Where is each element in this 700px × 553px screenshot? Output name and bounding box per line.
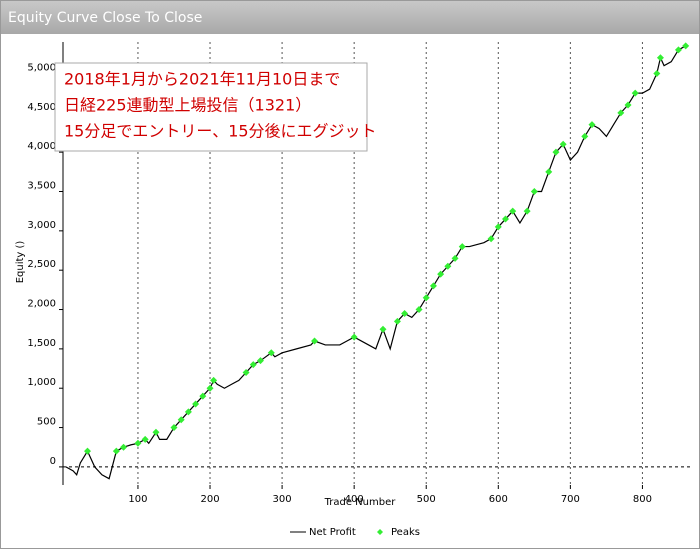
peak-marker xyxy=(242,368,250,376)
peak-marker xyxy=(451,254,459,262)
x-tick-label: 100 xyxy=(128,494,147,505)
peak-marker xyxy=(112,447,120,455)
peak-marker xyxy=(523,207,531,215)
legend-label: Net Profit xyxy=(309,527,356,538)
legend-label: Peaks xyxy=(391,527,420,538)
peak-marker xyxy=(350,333,358,341)
y-tick-label: 3,500 xyxy=(27,181,56,192)
peak-marker xyxy=(674,46,682,54)
peak-marker xyxy=(210,376,218,384)
peak-marker xyxy=(530,188,538,196)
peak-marker xyxy=(458,243,466,251)
x-axis-label: Trade Number xyxy=(324,497,397,508)
y-tick-label: 1,500 xyxy=(27,338,56,349)
peak-marker xyxy=(249,361,257,369)
peak-marker xyxy=(631,89,639,97)
peak-marker xyxy=(588,121,596,129)
window-title: Equity Curve Close To Close xyxy=(8,10,202,26)
y-tick-label: 1,000 xyxy=(27,377,56,388)
x-tick-label: 500 xyxy=(417,494,436,505)
peak-marker xyxy=(256,357,264,365)
x-tick-label: 700 xyxy=(561,494,580,505)
peak-marker xyxy=(192,400,200,408)
y-tick-label: 2,500 xyxy=(27,259,56,270)
x-tick-label: 400 xyxy=(345,494,364,505)
peak-marker xyxy=(581,132,589,140)
peak-marker xyxy=(311,337,319,345)
title-bar xyxy=(1,1,699,34)
peak-marker xyxy=(170,424,178,432)
y-axis-label: Equity () xyxy=(15,241,26,284)
annotation-text: 2018年1月から2021年11月10日まで xyxy=(64,70,340,89)
peak-marker xyxy=(134,439,142,447)
y-tick-label: 4,000 xyxy=(27,141,56,152)
peak-marker xyxy=(509,207,517,215)
y-tick-label: 2,000 xyxy=(27,299,56,310)
x-tick-label: 800 xyxy=(633,494,652,505)
peak-marker xyxy=(624,101,632,109)
peak-marker xyxy=(206,384,214,392)
peak-marker xyxy=(415,306,423,314)
y-tick-label: 0 xyxy=(50,456,56,467)
peak-marker xyxy=(120,443,128,451)
peak-marker xyxy=(177,416,185,424)
peak-marker xyxy=(379,325,387,333)
peak-marker xyxy=(653,69,661,77)
y-tick-label: 4,500 xyxy=(27,102,56,113)
peak-marker xyxy=(617,109,625,117)
peak-marker xyxy=(393,317,401,325)
peak-marker xyxy=(545,168,553,176)
x-tick-label: 200 xyxy=(200,494,219,505)
annotation-box xyxy=(54,62,368,152)
peak-marker xyxy=(552,148,560,156)
y-tick-label: 5,000 xyxy=(27,62,56,73)
peak-marker xyxy=(502,215,510,223)
peak-marker xyxy=(199,392,207,400)
peak-marker xyxy=(141,435,149,443)
legend-swatch xyxy=(377,529,383,535)
peak-marker xyxy=(682,42,690,50)
peak-marker xyxy=(437,270,445,278)
x-tick-label: 300 xyxy=(273,494,292,505)
x-tick-label: 600 xyxy=(489,494,508,505)
annotation-text: 15分足でエントリー、15分後にエグジット xyxy=(64,122,377,141)
peak-marker xyxy=(184,408,192,416)
y-tick-label: 3,000 xyxy=(27,220,56,231)
y-tick-label: 500 xyxy=(37,417,56,428)
annotation-text: 日経225連動型上場投信（1321） xyxy=(64,96,311,115)
peak-marker xyxy=(429,282,437,290)
peak-marker xyxy=(487,235,495,243)
peak-marker xyxy=(84,447,92,455)
peak-marker xyxy=(152,428,160,436)
peak-marker xyxy=(494,223,502,231)
peak-marker xyxy=(422,294,430,302)
peak-marker xyxy=(444,262,452,270)
peak-marker xyxy=(401,309,409,317)
peak-marker xyxy=(656,54,664,62)
peak-marker xyxy=(267,349,275,357)
peak-marker xyxy=(559,140,567,148)
